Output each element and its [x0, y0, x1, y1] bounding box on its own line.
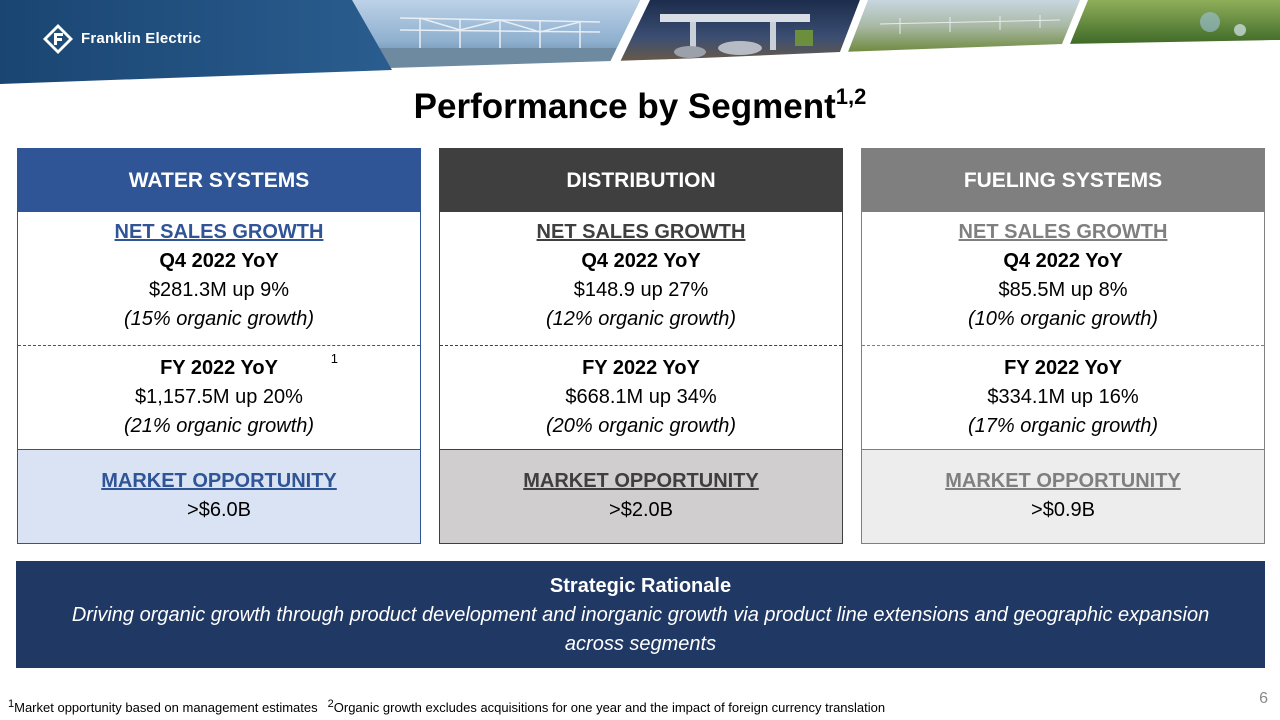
footnote-2-text: Organic growth excludes acquisitions for…: [333, 700, 886, 715]
page-title: Performance by Segment1,2: [0, 84, 1280, 127]
q4-growth-block: NET SALES GROWTH Q4 2022 YoY $85.5M up 8…: [862, 212, 1264, 346]
banner-photo-strip: [0, 0, 1280, 84]
fy-organic: (21% organic growth): [123, 415, 315, 437]
market-opportunity-block: MARKET OPPORTUNITY >$6.0B: [18, 449, 420, 543]
market-opportunity-block: MARKET OPPORTUNITY >$2.0B: [440, 449, 842, 543]
fy-organic: (20% organic growth): [545, 415, 737, 437]
fy-value: $1,157.5M up 20%: [135, 386, 303, 408]
segment-water-systems: WATER SYSTEMS NET SALES GROWTH Q4 2022 Y…: [17, 148, 421, 544]
page-number: 6: [1259, 690, 1268, 707]
segment-header: DISTRIBUTION: [440, 149, 842, 212]
q4-label: Q4 2022 YoY: [1003, 250, 1123, 272]
q4-organic: (10% organic growth): [967, 308, 1159, 330]
page-title-text: Performance by Segment: [413, 87, 836, 126]
strategic-rationale-box: Strategic Rationale Driving organic grow…: [16, 561, 1265, 668]
net-sales-growth-label: NET SALES GROWTH: [958, 221, 1168, 243]
q4-organic: (12% organic growth): [545, 308, 737, 330]
market-opportunity-value: >$0.9B: [1031, 499, 1095, 521]
rationale-body: Driving organic growth through product d…: [71, 604, 1210, 655]
fy-label: FY 2022 YoY: [1004, 357, 1122, 379]
net-sales-growth-label: NET SALES GROWTH: [114, 221, 324, 243]
market-opportunity-value: >$6.0B: [187, 499, 251, 521]
page-title-footnote-mark: 1,2: [835, 84, 867, 109]
header-banner: Franklin Electric: [0, 0, 1280, 84]
q4-value: $148.9 up 27%: [573, 279, 709, 301]
segment-header: WATER SYSTEMS: [18, 149, 420, 212]
fy-organic: (17% organic growth): [967, 415, 1159, 437]
q4-value: $281.3M up 9%: [148, 279, 290, 301]
segment-fueling-systems: FUELING SYSTEMS NET SALES GROWTH Q4 2022…: [861, 148, 1265, 544]
footnote-1-text: Market opportunity based on management e…: [14, 700, 318, 715]
fy-value: $334.1M up 16%: [987, 386, 1139, 408]
q4-organic: (15% organic growth): [123, 308, 315, 330]
market-opportunity-label: MARKET OPPORTUNITY: [945, 470, 1181, 492]
footnote-1-mark: 1: [8, 698, 15, 710]
market-opportunity-block: MARKET OPPORTUNITY >$0.9B: [862, 449, 1264, 543]
segment-distribution: DISTRIBUTION NET SALES GROWTH Q4 2022 Yo…: [439, 148, 843, 544]
fy-growth-block: FY 2022 YoY $334.1M up 16% (17% organic …: [862, 346, 1264, 449]
segment-header: FUELING SYSTEMS: [862, 149, 1264, 212]
market-opportunity-label: MARKET OPPORTUNITY: [101, 470, 337, 492]
fy-label: FY 2022 YoY: [160, 357, 278, 379]
q4-value: $85.5M up 8%: [998, 279, 1128, 301]
brand-name: Franklin Electric: [81, 30, 202, 47]
market-opportunity-label: MARKET OPPORTUNITY: [523, 470, 759, 492]
fy-label: FY 2022 YoY: [582, 357, 700, 379]
q4-growth-block: NET SALES GROWTH Q4 2022 YoY $281.3M up …: [18, 212, 420, 346]
fy-growth-block: FY 2022 YoY $668.1M up 34% (20% organic …: [440, 346, 842, 449]
logo: Franklin Electric: [0, 0, 400, 84]
q4-label: Q4 2022 YoY: [159, 250, 279, 272]
q4-label: Q4 2022 YoY: [581, 250, 701, 272]
fy-growth-block: 1 FY 2022 YoY $1,157.5M up 20% (21% orga…: [18, 346, 420, 449]
footnotes: 1Market opportunity based on management …: [8, 698, 885, 715]
q4-growth-block: NET SALES GROWTH Q4 2022 YoY $148.9 up 2…: [440, 212, 842, 346]
footnote-2-mark: 2: [327, 698, 334, 710]
footnote-mark: 1: [330, 351, 338, 366]
fy-value: $668.1M up 34%: [565, 386, 717, 408]
market-opportunity-value: >$2.0B: [609, 499, 673, 521]
franklin-diamond-logo-icon: [43, 24, 73, 54]
rationale-title: Strategic Rationale: [549, 575, 732, 597]
net-sales-growth-label: NET SALES GROWTH: [536, 221, 746, 243]
